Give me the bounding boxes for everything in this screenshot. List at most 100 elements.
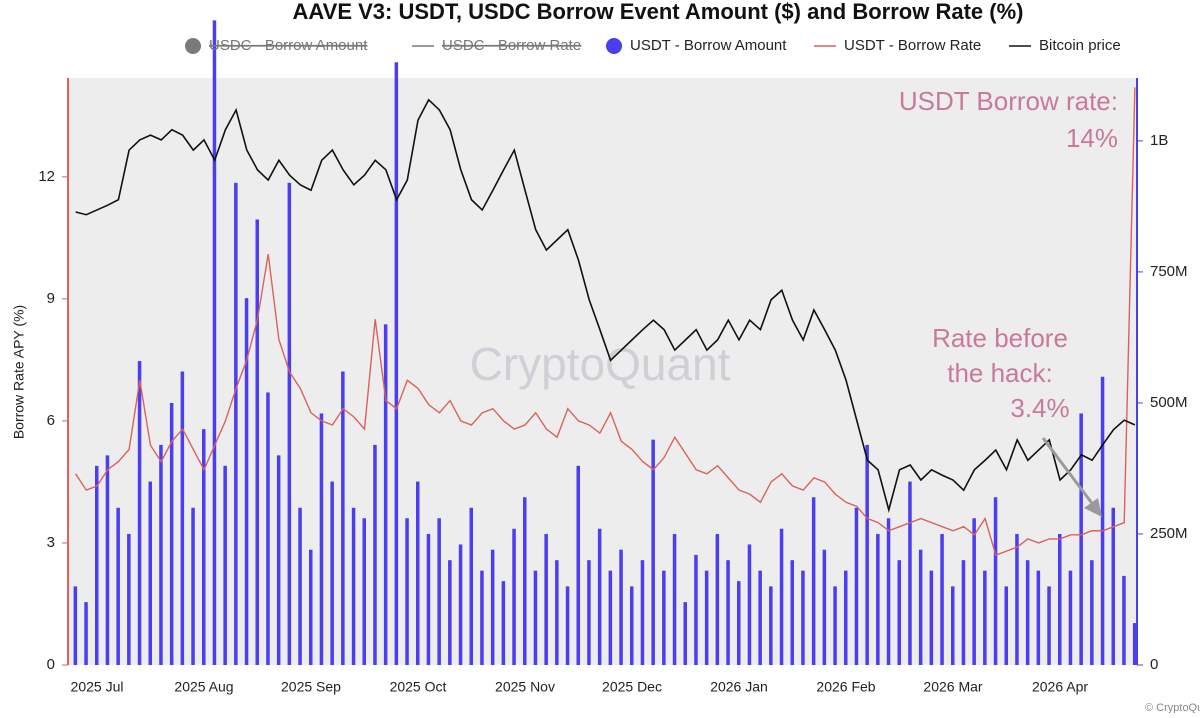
bar — [651, 439, 655, 665]
bar — [683, 602, 687, 665]
bar — [876, 533, 880, 665]
bar — [1100, 376, 1105, 665]
annotation-arrow — [1041, 437, 1096, 507]
bar — [940, 533, 944, 665]
bar — [1036, 570, 1041, 665]
bar — [266, 392, 270, 665]
bar — [533, 570, 538, 665]
bar — [191, 507, 195, 665]
bar — [351, 507, 356, 665]
bar — [405, 518, 409, 665]
bar — [694, 554, 698, 665]
bar — [565, 586, 570, 665]
bar — [811, 497, 816, 665]
bar — [908, 481, 912, 665]
legend-label: Bitcoin price — [1039, 37, 1121, 54]
bar — [84, 602, 88, 665]
bar — [458, 544, 463, 665]
bar — [1058, 533, 1062, 665]
x-tick-label: 2026 Jan — [710, 679, 768, 695]
bar — [330, 481, 334, 665]
bar — [426, 533, 431, 665]
x-tick-label: 2025 Nov — [495, 679, 555, 695]
bar — [951, 586, 955, 665]
bar — [276, 455, 281, 665]
x-tick-label: 2026 Apr — [1032, 679, 1088, 695]
bar — [212, 20, 217, 666]
bar — [704, 570, 709, 665]
bar — [341, 371, 345, 665]
bar — [127, 533, 131, 665]
legend-marker — [606, 38, 622, 54]
bar — [1122, 575, 1126, 665]
bar — [865, 444, 869, 665]
y-tick-label: 9 — [47, 290, 55, 307]
y2-tick-label: 0 — [1150, 656, 1158, 673]
bar — [373, 444, 377, 665]
bar — [972, 518, 976, 665]
bar — [608, 570, 613, 665]
bar — [523, 497, 527, 665]
credit: © CryptoQuant — [1145, 702, 1200, 713]
annotation-arrowhead — [1084, 498, 1102, 517]
annotation: 3.4% — [1010, 393, 1069, 423]
y-tick-label: 0 — [47, 656, 55, 673]
bar — [1047, 586, 1051, 665]
bar — [993, 497, 998, 665]
bar — [576, 465, 580, 665]
bar — [512, 528, 516, 665]
bar — [844, 570, 848, 665]
bar — [169, 402, 174, 665]
bar — [544, 533, 548, 665]
annotation: Rate before — [932, 323, 1068, 353]
legend-label: USDT - Borrow Rate — [844, 37, 981, 54]
bar — [1015, 533, 1019, 665]
annotation: 14% — [1066, 123, 1118, 153]
x-tick-label: 2025 Dec — [602, 679, 662, 695]
line — [75, 87, 1136, 557]
bar — [587, 560, 591, 665]
x-tick-label: 2025 Jul — [71, 679, 124, 695]
bar — [737, 581, 741, 665]
bar — [662, 570, 666, 665]
bar — [319, 413, 324, 665]
bar — [983, 570, 987, 665]
y-tick-label: 3 — [47, 534, 55, 551]
bar — [555, 560, 559, 665]
bar — [747, 544, 752, 665]
bar — [1079, 413, 1083, 665]
bar — [1025, 560, 1030, 665]
bar — [790, 560, 794, 665]
x-tick-label: 2025 Sep — [281, 679, 341, 695]
bar — [234, 182, 238, 666]
x-tick-label: 2026 Mar — [923, 679, 982, 695]
annotation: USDT Borrow rate: — [899, 86, 1118, 116]
bar — [255, 219, 259, 666]
bar — [105, 455, 110, 665]
bar — [758, 570, 762, 665]
y2-tick-label: 250M — [1150, 525, 1188, 542]
bar — [394, 62, 399, 665]
bar — [490, 549, 495, 665]
bar — [362, 518, 366, 665]
bar — [309, 549, 313, 665]
bar — [223, 465, 227, 665]
bar — [715, 533, 720, 665]
bar — [726, 560, 730, 665]
bar — [961, 560, 966, 665]
bar — [779, 528, 784, 665]
y2-tick-label: 1B — [1150, 132, 1168, 149]
watermark: CryptoQuant — [470, 338, 731, 390]
bar — [437, 518, 441, 665]
bar — [416, 481, 420, 665]
bar — [1111, 507, 1115, 665]
bar — [159, 444, 163, 665]
bar — [148, 481, 152, 665]
bar — [822, 549, 827, 665]
y2-tick-label: 500M — [1150, 394, 1188, 411]
chart-title: AAVE V3: USDT, USDC Borrow Event Amount … — [293, 0, 1024, 24]
bar — [929, 570, 934, 665]
marks — [73, 20, 1137, 666]
annotation: the hack: — [947, 358, 1053, 388]
